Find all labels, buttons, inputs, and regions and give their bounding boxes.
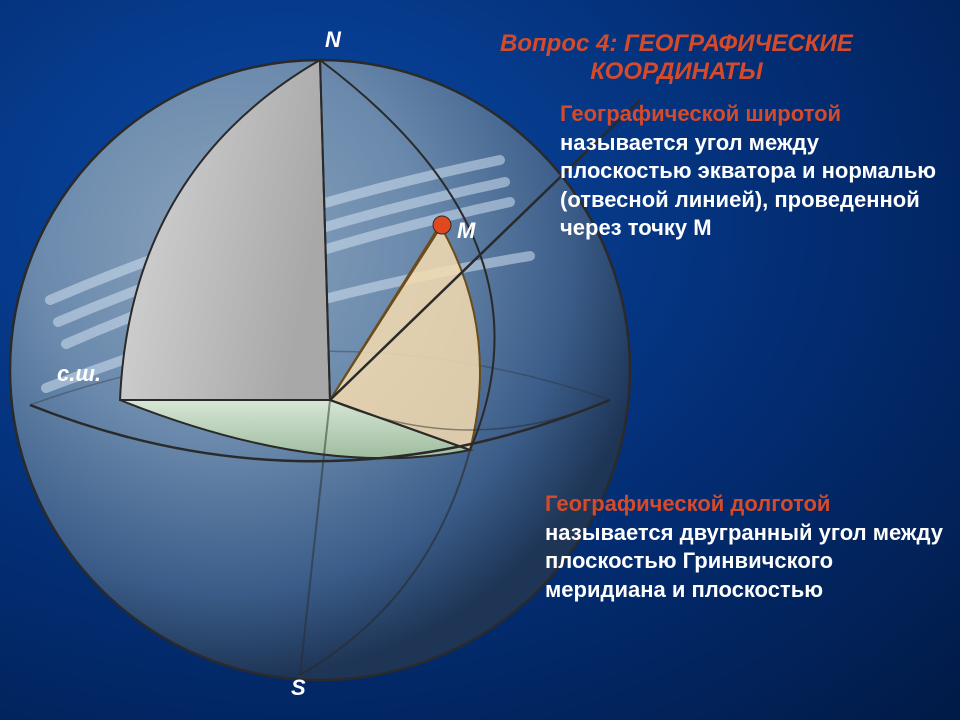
- latitude-body: называется угол между плоскостью экватор…: [560, 130, 936, 241]
- latitude-abbr-label: с.ш.: [57, 361, 101, 387]
- latitude-term: Географической широтой: [560, 101, 841, 126]
- longitude-definition: Географической долготой называется двугр…: [545, 490, 945, 604]
- longitude-body: называется двугранный угол между плоскос…: [545, 520, 943, 602]
- slide-title: Вопрос 4: ГЕОГРАФИЧЕСКИЕ КООРДИНАТЫ: [500, 30, 853, 85]
- north-pole-label: N: [325, 27, 341, 53]
- point-m-label: M: [457, 218, 475, 244]
- slide-title-line2: КООРДИНАТЫ: [500, 58, 853, 86]
- slide-title-line1: Вопрос 4: ГЕОГРАФИЧЕСКИЕ: [500, 30, 853, 58]
- latitude-definition: Географической широтой называется угол м…: [560, 100, 940, 243]
- longitude-term: Географической долготой: [545, 491, 830, 516]
- south-pole-label: S: [291, 675, 306, 701]
